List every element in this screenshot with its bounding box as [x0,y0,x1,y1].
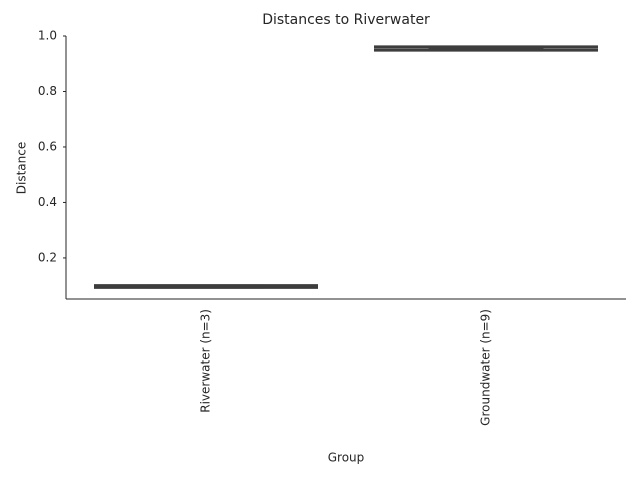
x-tick-label: Groundwater (n=9) [479,309,493,426]
y-tick-label: 0.2 [38,250,57,264]
y-tick-label: 0.6 [38,139,57,153]
chart-title: Distances to Riverwater [262,12,430,28]
y-tick-label: 1.0 [38,29,57,43]
x-tick-label: Riverwater (n=3) [199,309,213,413]
x-axis-label: Group [328,451,365,465]
y-tick-label: 0.4 [38,195,57,209]
y-tick-label: 0.8 [38,84,57,98]
y-axis-label: Distance [15,142,29,194]
